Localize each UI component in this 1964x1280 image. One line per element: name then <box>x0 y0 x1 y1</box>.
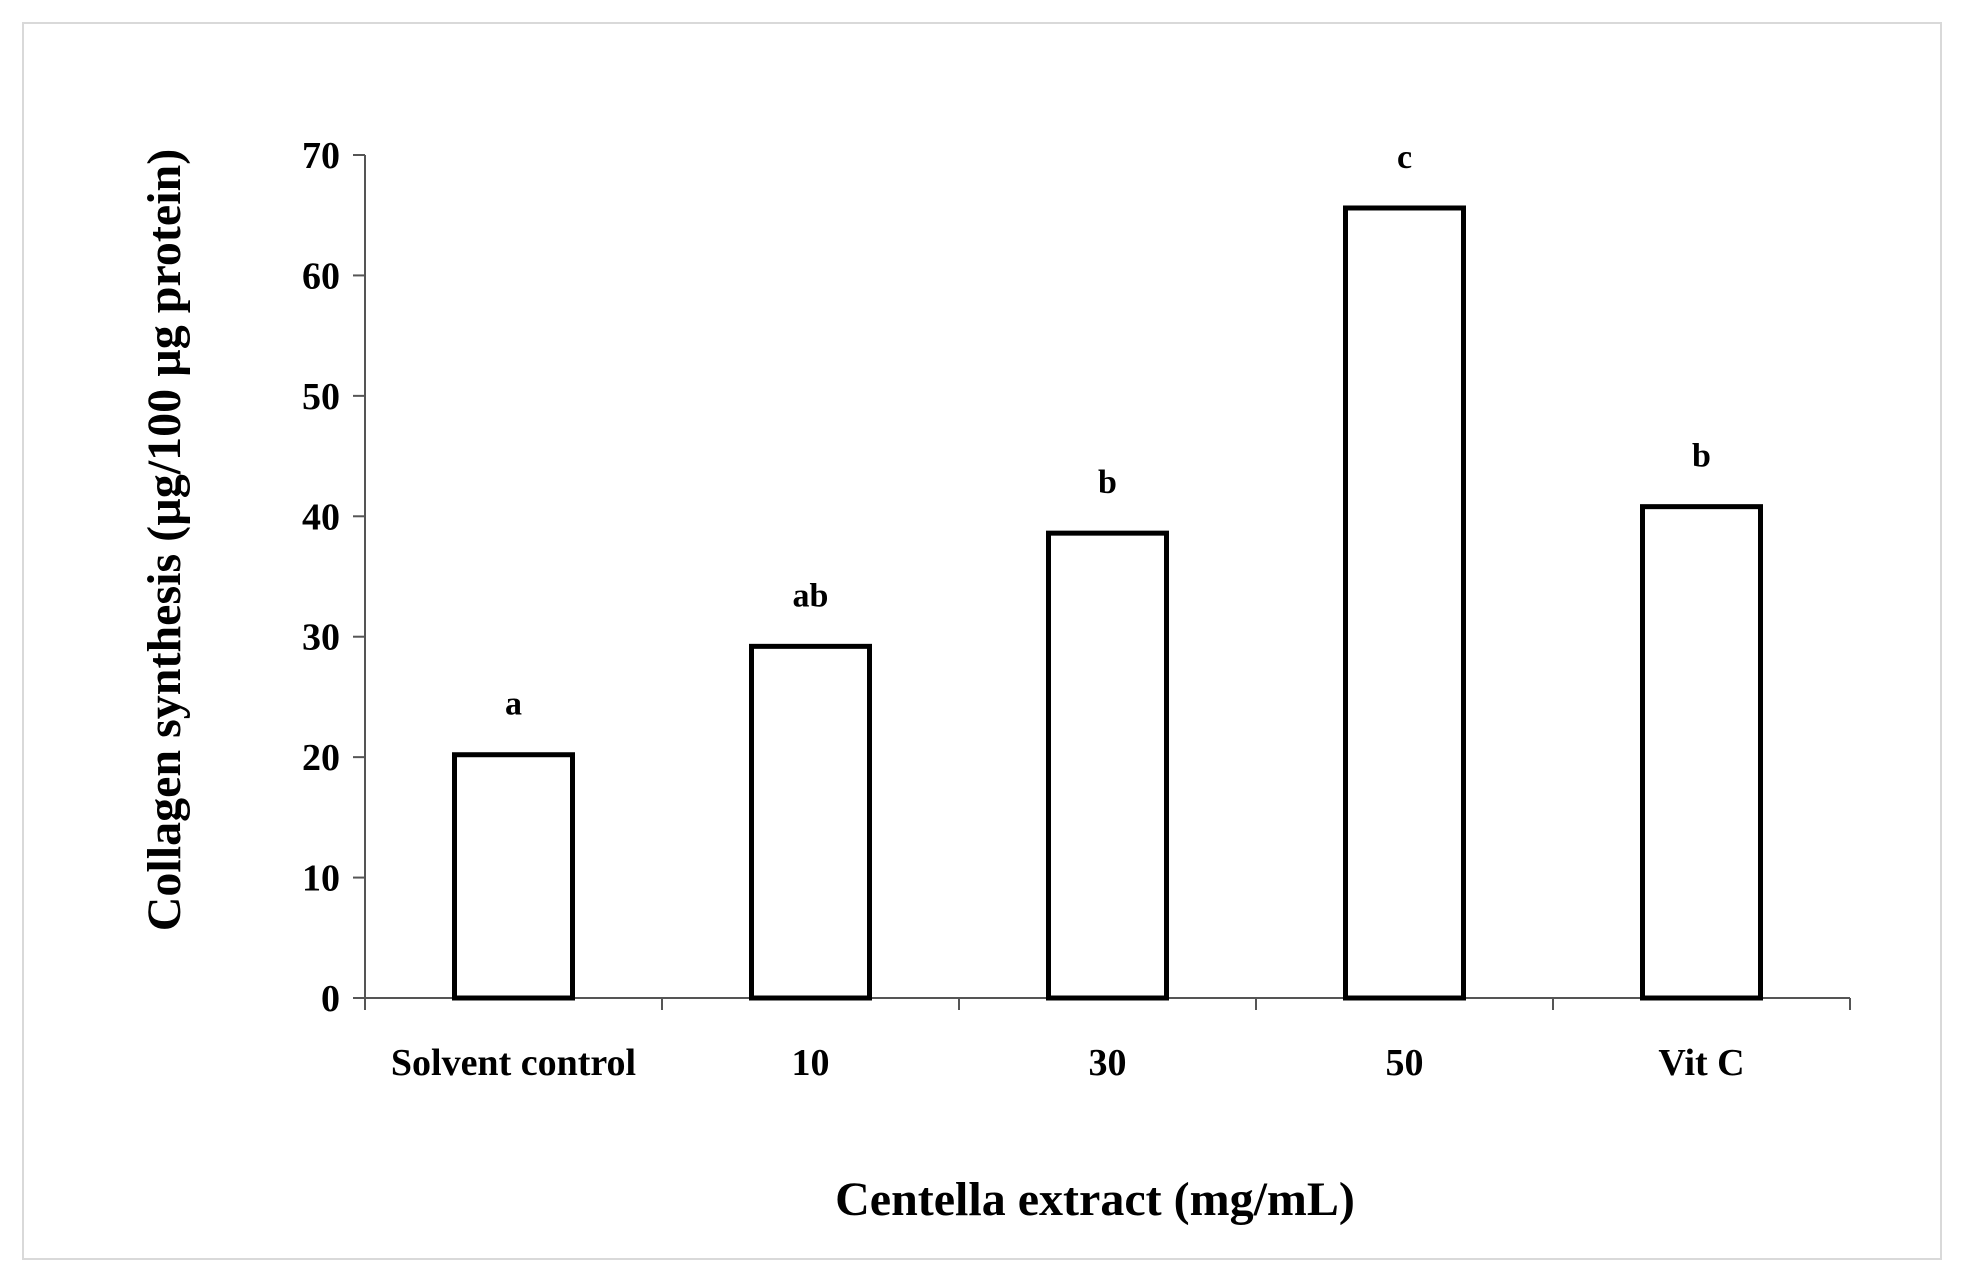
category-label: 50 <box>1386 1042 1424 1084</box>
y-tick-label: 30 <box>302 617 340 659</box>
y-ticks: 0 10 20 30 40 50 60 70 <box>302 135 365 1020</box>
category-label: 10 <box>792 1042 830 1084</box>
significance-label: c <box>1397 139 1412 176</box>
significance-labels: a ab b c b <box>505 139 1711 723</box>
y-tick-label: 40 <box>302 496 340 538</box>
significance-label: a <box>505 686 522 723</box>
bar <box>1343 205 1466 1001</box>
significance-label: ab <box>793 577 829 614</box>
y-tick-label: 10 <box>302 858 340 900</box>
x-axis-title: Centella extract (mg/mL) <box>835 1173 1355 1226</box>
y-tick-label: 50 <box>302 376 340 418</box>
figure-frame <box>22 22 1942 1260</box>
y-tick-label: 20 <box>302 737 340 779</box>
x-ticks <box>364 998 1851 1010</box>
category-label: 30 <box>1089 1042 1127 1084</box>
category-label: Solvent control <box>391 1042 636 1084</box>
bars <box>452 205 1763 1001</box>
y-tick-label: 0 <box>321 978 340 1020</box>
bar <box>452 752 575 1001</box>
significance-label: b <box>1098 464 1117 501</box>
category-label: Vit C <box>1658 1042 1744 1084</box>
y-axis-title: Collagen synthesis (µg/100 µg protein) <box>138 149 191 931</box>
significance-label: b <box>1692 438 1711 475</box>
bar <box>749 643 872 1001</box>
y-tick-label: 60 <box>302 255 340 297</box>
bar <box>1640 504 1763 1001</box>
bar <box>1046 530 1169 1001</box>
category-labels: Solvent control 10 30 50 Vit C <box>391 1042 1745 1084</box>
y-tick-label: 70 <box>302 135 340 177</box>
